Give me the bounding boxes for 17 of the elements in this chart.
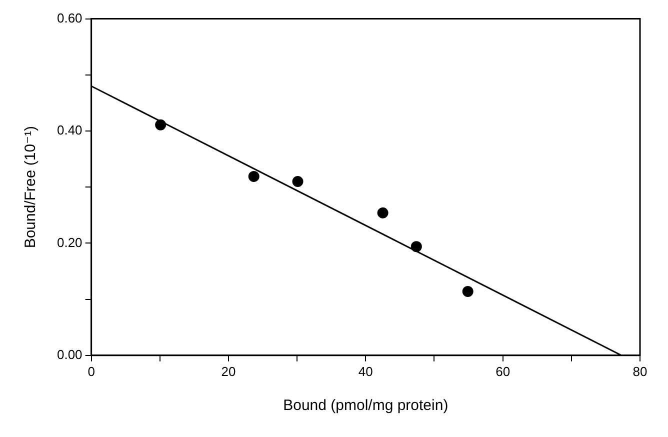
x-tick-label: 0 [88, 364, 95, 379]
point [292, 176, 304, 187]
x-tick-label: 60 [496, 364, 510, 379]
y-axis-title: Bound/Free (10⁻¹) [22, 126, 40, 248]
x-tick-label: 80 [632, 364, 648, 379]
point [377, 207, 388, 218]
point [410, 241, 422, 252]
x-tick-label: 40 [358, 364, 373, 379]
y-tick-label: 0.20 [56, 234, 82, 250]
point [248, 170, 260, 182]
x-tick-label: 20 [221, 364, 236, 379]
point [155, 119, 166, 130]
y-tick-label: 0.40 [56, 122, 82, 138]
x-axis-title: Bound (pmol/mg protein) [283, 397, 448, 414]
y-tick-label: 0.00 [56, 346, 82, 362]
point [462, 286, 474, 297]
y-tick-label: 0.60 [56, 10, 82, 26]
